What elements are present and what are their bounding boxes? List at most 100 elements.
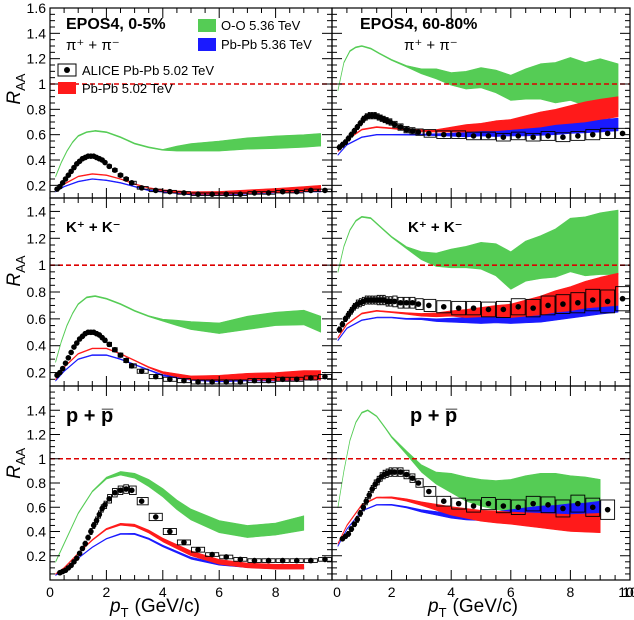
alice-syst-box xyxy=(481,131,496,141)
alice-syst-box xyxy=(510,499,526,515)
alice-point xyxy=(440,303,447,310)
alice-point xyxy=(387,119,393,125)
alice-point xyxy=(530,305,536,311)
alice-syst-box xyxy=(436,300,452,314)
oo-band-k-central xyxy=(55,295,322,363)
alice-syst-box xyxy=(585,288,601,312)
alice-point xyxy=(195,191,201,197)
alice-point xyxy=(455,131,462,138)
alice-point xyxy=(73,555,80,561)
alice-syst-box xyxy=(555,132,571,143)
alice-point xyxy=(545,133,551,139)
species-label: K⁺ + K⁻ xyxy=(66,219,121,236)
alice-point xyxy=(351,128,358,134)
alice-point xyxy=(308,375,314,381)
alice-point xyxy=(515,303,522,310)
alice-syst-box xyxy=(600,289,616,314)
alice-syst-box xyxy=(585,497,601,517)
alice-point xyxy=(415,129,422,135)
alice-point xyxy=(322,373,328,380)
alice-point xyxy=(604,506,611,513)
alice-point xyxy=(391,121,398,128)
legend-marker-oo xyxy=(198,19,216,32)
alice-point xyxy=(90,522,97,529)
alice-point xyxy=(363,498,370,504)
alice-point xyxy=(85,534,91,541)
x-axis-title-right: pT (GeV/c) xyxy=(427,596,518,620)
y-tick-label: 0.2 xyxy=(27,177,47,193)
alice-point xyxy=(470,305,477,311)
alice-syst-box xyxy=(570,292,586,314)
alice-point xyxy=(345,312,352,318)
legend-label-alice: ALICE Pb-Pb 5.02 TeV xyxy=(82,63,214,78)
alice-point xyxy=(351,521,358,528)
alice-point xyxy=(426,488,432,495)
y-tick-label: 0.8 xyxy=(27,101,47,117)
y-tick-label: 0.6 xyxy=(27,499,47,515)
alice-point xyxy=(485,306,492,313)
alice-syst-box xyxy=(436,495,452,507)
alice-point xyxy=(530,134,536,140)
panel-p-peripheral: 2 4 6 8 100 10p + p̅ xyxy=(331,385,634,600)
y-tick-label: 1.6 xyxy=(27,0,47,16)
panel-p-central: 0.2 0.4 0.6 0.8 1 1.2 1.4 0 2 4 6 8 p + p̅ xyxy=(27,385,333,600)
alice-point xyxy=(409,475,416,481)
alice-point xyxy=(403,471,410,478)
x-tick-label: 0 xyxy=(333,584,341,600)
plot-area-pi-peripheral xyxy=(332,45,630,156)
legend-left: ALICE Pb-Pb 5.02 TeV Pb-Pb 5.02 TeV O-O … xyxy=(57,18,312,96)
alice-syst-box xyxy=(570,494,586,513)
alice-point xyxy=(515,133,522,139)
alice-point xyxy=(167,188,173,195)
species-label: p + p̅ xyxy=(66,405,114,427)
alice-point xyxy=(88,528,94,535)
plot-area-p-peripheral xyxy=(332,409,630,547)
alice-point xyxy=(251,190,258,196)
alice-syst-box xyxy=(451,497,467,510)
alice-point xyxy=(123,486,129,492)
alice-point xyxy=(138,498,145,504)
alice-point xyxy=(455,500,462,507)
alice-point xyxy=(308,187,314,194)
y-tick-label: 0.6 xyxy=(27,311,47,327)
alice-point xyxy=(336,326,343,333)
y-tick-label: 0.8 xyxy=(27,284,47,300)
alice-point xyxy=(279,188,286,195)
alice-point xyxy=(112,346,118,353)
alice-point xyxy=(342,316,349,322)
y-tick-label: 1.4 xyxy=(27,203,47,219)
alice-point xyxy=(152,373,159,380)
alice-syst-box xyxy=(423,298,437,312)
alice-point xyxy=(59,365,66,372)
alice-point xyxy=(223,191,230,197)
alice-syst-box xyxy=(162,528,177,535)
alice-syst-box xyxy=(436,130,452,139)
alice-point xyxy=(237,379,244,385)
panel-k-central: 0.2 0.4 0.6 0.8 1 1.2 1.4 K⁺ + K⁻ xyxy=(27,197,333,387)
alice-point xyxy=(195,379,201,385)
y-tick-label: 1.2 xyxy=(27,230,47,246)
alice-point xyxy=(575,500,581,507)
alice-point xyxy=(485,133,492,139)
oo-band-pi-central xyxy=(55,130,322,178)
x-tick-label: 6 xyxy=(215,584,223,600)
y-axis-titles: RAA RAA RAA xyxy=(4,73,28,479)
alice-point xyxy=(403,126,410,133)
alice-point xyxy=(369,486,376,492)
alice-syst-box xyxy=(451,300,467,316)
alice-point xyxy=(589,297,596,303)
oo-band-pi-peripheral xyxy=(337,45,619,110)
alice-point xyxy=(426,302,432,309)
alice-point xyxy=(470,503,477,509)
alice-point xyxy=(530,500,536,507)
x-tick-label: 8 xyxy=(567,584,575,600)
alice-point xyxy=(62,360,69,366)
alice-point xyxy=(123,176,129,182)
species-label: p + p̅ xyxy=(410,405,458,427)
alice-point xyxy=(293,376,300,383)
alice-syst-box xyxy=(540,496,556,514)
alice-syst-box xyxy=(525,298,541,318)
alice-point xyxy=(117,487,124,494)
alice-point xyxy=(348,526,355,532)
